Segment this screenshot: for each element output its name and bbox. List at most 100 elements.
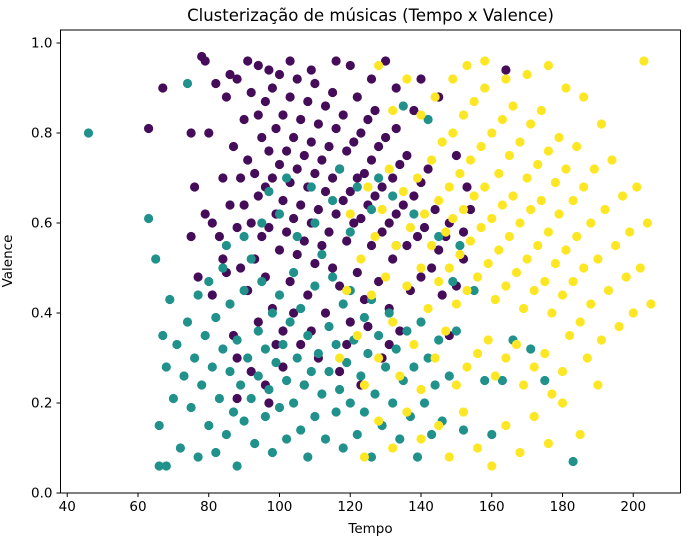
data-point-cluster-1-teal [480,375,490,386]
data-point-cluster-0-purple [257,231,267,242]
data-point-cluster-1-teal [469,285,479,296]
data-point-cluster-0-purple [458,227,469,237]
data-point-cluster-0-purple [296,114,306,125]
x-tick-label: 120 [337,499,363,515]
data-point-cluster-2-yellow [561,164,571,174]
data-point-cluster-1-teal [239,285,249,296]
data-point-cluster-0-purple [388,173,398,183]
data-point-cluster-2-yellow [405,222,415,233]
data-point-cluster-2-yellow [575,317,585,327]
data-point-cluster-2-yellow [473,348,483,359]
data-point-cluster-2-yellow [596,335,607,345]
data-point-cluster-2-yellow [473,443,483,453]
data-point-cluster-0-purple [328,173,338,183]
data-point-cluster-1-teal [267,447,277,458]
data-point-cluster-2-yellow [427,155,437,165]
data-point-cluster-2-yellow [572,141,582,152]
data-point-cluster-1-teal [221,240,231,251]
data-point-cluster-0-purple [342,339,352,350]
data-point-cluster-1-teal [335,164,345,174]
data-point-cluster-1-teal [331,339,341,350]
data-point-cluster-2-yellow [543,60,554,71]
data-point-cluster-1-teal [342,357,352,368]
data-point-cluster-1-teal [207,362,217,372]
data-point-cluster-1-teal [289,398,299,408]
data-point-cluster-2-yellow [476,222,486,233]
data-point-cluster-1-teal [218,263,228,273]
data-point-cluster-2-yellow [480,182,490,192]
data-point-cluster-1-teal [264,186,274,197]
data-point-cluster-2-yellow [395,371,405,381]
data-point-cluster-0-purple [264,398,274,408]
data-point-cluster-1-teal [186,402,196,413]
data-point-cluster-1-teal [331,407,341,417]
data-point-cluster-1-teal [197,380,207,390]
data-point-cluster-0-purple [274,245,285,255]
data-point-cluster-0-purple [246,366,256,377]
data-point-cluster-0-purple [324,141,334,152]
x-tick-label: 200 [620,499,646,515]
data-point-cluster-0-purple [395,326,405,336]
data-point-cluster-1-teal [204,420,214,431]
data-point-cluster-2-yellow [554,132,564,143]
data-point-cluster-0-purple [239,114,249,125]
data-point-cluster-1-teal [274,209,285,219]
data-point-cluster-2-yellow [515,137,525,147]
data-point-cluster-2-yellow [593,254,603,264]
data-point-cluster-1-teal [324,366,334,377]
data-point-cluster-2-yellow [473,272,483,282]
data-point-cluster-0-purple [274,159,285,170]
data-point-cluster-0-purple [193,272,203,282]
data-point-cluster-0-purple [363,114,373,125]
data-point-cluster-0-purple [243,56,253,66]
data-point-cluster-2-yellow [639,56,649,66]
data-point-cluster-1-teal [292,353,302,363]
data-point-cluster-1-teal [182,317,193,327]
data-point-cluster-0-purple [388,254,398,264]
data-point-cluster-2-yellow [625,227,635,237]
data-point-cluster-1-teal [236,380,246,390]
data-point-cluster-0-purple [246,218,256,228]
data-point-cluster-0-purple [345,317,355,327]
data-point-cluster-2-yellow [444,182,454,192]
data-point-cluster-2-yellow [374,416,384,426]
data-point-cluster-1-teal [423,353,433,363]
data-point-cluster-1-teal [292,231,302,242]
data-point-cluster-1-teal [246,393,256,404]
data-point-cluster-2-yellow [427,240,437,251]
data-point-cluster-2-yellow [600,204,610,215]
data-point-cluster-2-yellow [391,240,401,251]
data-point-cluster-0-purple [144,123,154,134]
data-point-cluster-2-yellow [490,294,500,305]
data-point-cluster-2-yellow [430,353,440,363]
data-point-cluster-0-purple [278,326,288,336]
data-point-cluster-2-yellow [370,231,380,242]
data-point-cluster-2-yellow [359,452,369,462]
data-point-cluster-2-yellow [388,105,398,116]
data-point-cluster-0-purple [296,200,306,210]
data-point-cluster-1-teal [374,330,384,341]
data-point-cluster-0-purple [278,110,288,120]
data-point-cluster-0-purple [232,353,242,363]
data-point-cluster-0-purple [356,128,366,138]
data-point-cluster-0-purple [338,110,348,120]
data-point-cluster-2-yellow [554,209,564,219]
data-point-cluster-1-teal [232,461,242,471]
data-point-cluster-0-purple [349,137,359,147]
data-point-cluster-1-teal [161,362,171,372]
data-point-cluster-1-teal [193,290,203,300]
data-point-cluster-1-teal [374,173,384,183]
data-point-cluster-2-yellow [515,447,525,458]
data-point-cluster-1-teal [257,276,267,287]
data-point-cluster-0-purple [253,191,263,201]
data-point-cluster-0-purple [374,276,384,287]
data-point-cluster-0-purple [207,290,217,300]
data-point-cluster-1-teal [303,330,313,341]
data-point-cluster-2-yellow [529,411,539,422]
data-point-cluster-2-yellow [586,218,596,228]
data-point-cluster-2-yellow [533,240,543,251]
data-point-cluster-1-teal [384,308,394,318]
data-point-cluster-0-purple [313,204,323,215]
data-point-cluster-2-yellow [646,299,656,309]
data-point-cluster-2-yellow [363,182,373,192]
